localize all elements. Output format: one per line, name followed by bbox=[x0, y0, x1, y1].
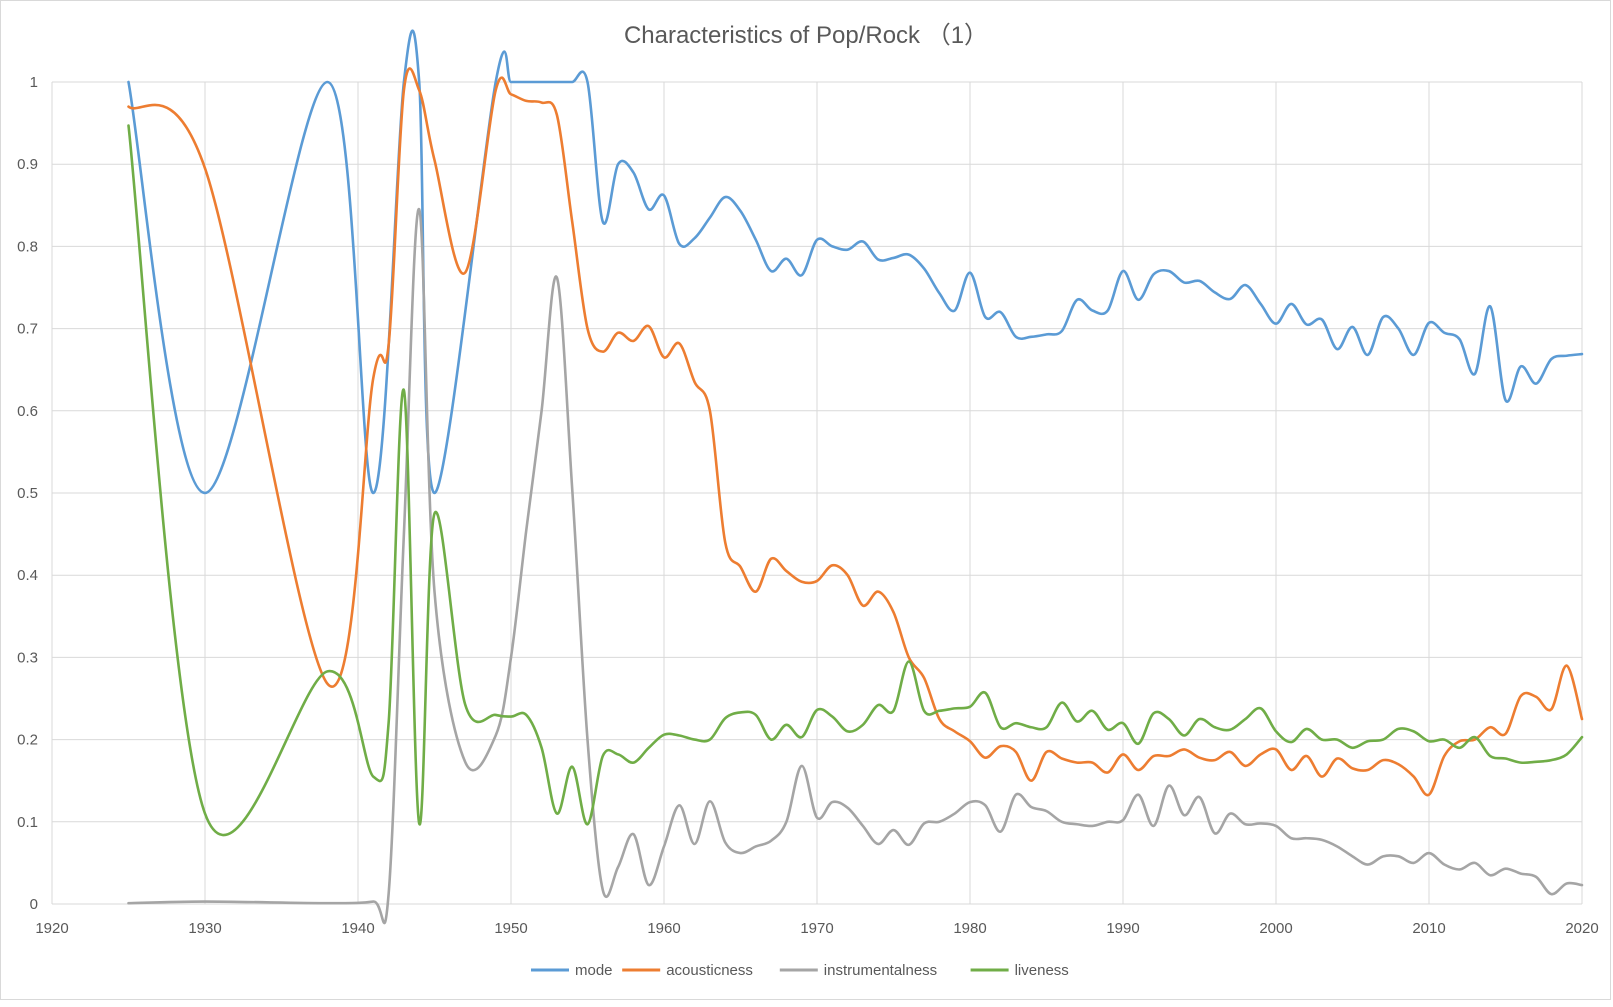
y-tick-label: 0.5 bbox=[17, 485, 38, 502]
legend-label-liveness: liveness bbox=[1015, 962, 1069, 979]
x-tick-label: 2020 bbox=[1565, 920, 1598, 937]
legend-label-acousticness: acousticness bbox=[666, 962, 753, 979]
y-tick-label: 0.8 bbox=[17, 238, 38, 255]
x-tick-label: 1940 bbox=[341, 920, 374, 937]
x-tick-label: 1980 bbox=[953, 920, 986, 937]
series-line-acousticness bbox=[127, 67, 1584, 797]
y-tick-label: 0.1 bbox=[17, 814, 38, 831]
x-tick-label: 1920 bbox=[35, 920, 68, 937]
legend-label-instrumentalness: instrumentalness bbox=[824, 962, 937, 979]
x-tick-label: 1930 bbox=[188, 920, 221, 937]
legend-label-mode: mode bbox=[575, 962, 613, 979]
y-tick-label: 1 bbox=[30, 74, 38, 91]
y-tick-label: 0.6 bbox=[17, 403, 38, 420]
legend: mode acousticness instrumentalness liveness bbox=[531, 962, 1069, 979]
y-tick-label: 0.7 bbox=[17, 321, 38, 338]
x-tick-label: 1950 bbox=[494, 920, 527, 937]
x-tick-label: 1960 bbox=[647, 920, 680, 937]
x-tick-label: 1970 bbox=[800, 920, 833, 937]
series-line-liveness bbox=[127, 124, 1584, 837]
x-tick-label: 1990 bbox=[1106, 920, 1139, 937]
series-lines bbox=[127, 29, 1584, 925]
series-line-instrumentalness bbox=[127, 208, 1584, 925]
axis-ticks: 0 0.1 0.2 0.3 0.4 0.5 0.6 0.7 0.8 0.9 1 1920 1930 194… bbox=[17, 74, 1599, 937]
x-tick-label: 2000 bbox=[1259, 920, 1292, 937]
chart-title: Characteristics of Pop/Rock （1） bbox=[624, 22, 988, 49]
y-tick-label: 0.3 bbox=[17, 649, 38, 666]
y-tick-label: 0.2 bbox=[17, 732, 38, 749]
y-tick-label: 0 bbox=[30, 896, 38, 913]
y-tick-label: 0.9 bbox=[17, 156, 38, 173]
y-tick-label: 0.4 bbox=[17, 567, 38, 584]
x-tick-label: 2010 bbox=[1412, 920, 1445, 937]
